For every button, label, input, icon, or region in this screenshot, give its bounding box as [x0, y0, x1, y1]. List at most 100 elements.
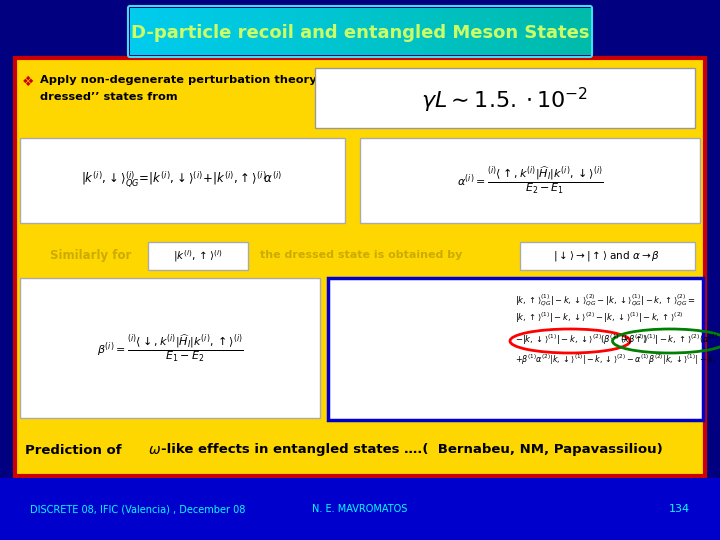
Bar [0, 478, 720, 540]
Bar [158, 8, 163, 55]
Bar [383, 8, 389, 55]
Bar [328, 278, 703, 420]
Bar [208, 8, 214, 55]
Bar [374, 8, 379, 55]
Text: $-|k,\downarrow\rangle^{(1)}|-k,\downarrow\rangle^{(2)}(\beta^{(1)}-\beta^{(2)}): $-|k,\downarrow\rangle^{(1)}|-k,\downarr… [515, 333, 648, 347]
Bar [470, 8, 476, 55]
Bar [520, 242, 695, 270]
Bar [341, 8, 347, 55]
Bar [576, 8, 582, 55]
Bar [397, 8, 402, 55]
Bar [240, 8, 246, 55]
Bar [369, 8, 375, 55]
Bar [526, 8, 531, 55]
Bar [402, 8, 407, 55]
Bar [213, 8, 218, 55]
Bar [562, 8, 568, 55]
Text: $|k,\uparrow\rangle^{(1)}|-k,\downarrow\rangle^{(2)} - |k,\downarrow\rangle^{(1): $|k,\uparrow\rangle^{(1)}|-k,\downarrow\… [515, 311, 684, 325]
Text: dressed’’ states from: dressed’’ states from [40, 92, 178, 102]
Bar [424, 8, 430, 55]
Text: $|k,\uparrow\rangle^{(1)}_{QG}|-k,\downarrow\rangle^{(2)}_{QG} - |k,\downarrow\r: $|k,\uparrow\rangle^{(1)}_{QG}|-k,\downa… [515, 292, 696, 308]
Bar [227, 8, 232, 55]
Bar [406, 8, 412, 55]
Bar [15, 58, 705, 476]
Bar [337, 8, 343, 55]
Bar [130, 8, 135, 55]
Bar [392, 8, 397, 55]
Bar [420, 8, 426, 55]
Text: N. E. MAVROMATOS: N. E. MAVROMATOS [312, 504, 408, 514]
Bar [217, 8, 223, 55]
Bar [360, 138, 700, 223]
Bar [489, 8, 495, 55]
Bar [167, 8, 172, 55]
Bar [447, 8, 453, 55]
Bar [498, 8, 503, 55]
Bar [185, 8, 191, 55]
Bar [181, 8, 186, 55]
Bar [222, 8, 228, 55]
Bar [360, 8, 366, 55]
Bar [567, 8, 572, 55]
Bar [148, 8, 154, 55]
Bar [323, 8, 329, 55]
Bar [282, 8, 287, 55]
Text: ❖: ❖ [22, 75, 35, 89]
Text: DISCRETE 08, IFIC (Valencia) , December 08: DISCRETE 08, IFIC (Valencia) , December … [30, 504, 246, 514]
Bar [558, 8, 563, 55]
Text: $\omega$: $\omega$ [148, 443, 161, 457]
Bar [204, 8, 210, 55]
Bar [466, 8, 472, 55]
Bar [443, 8, 449, 55]
Bar [139, 8, 145, 55]
Bar [310, 8, 315, 55]
Bar [507, 8, 513, 55]
Bar [438, 8, 444, 55]
Bar [264, 8, 269, 55]
Bar [553, 8, 559, 55]
Bar [462, 8, 467, 55]
Bar [480, 8, 485, 55]
Bar [415, 8, 420, 55]
Bar [535, 8, 541, 55]
Bar [356, 8, 361, 55]
Bar [516, 8, 522, 55]
Bar [287, 8, 292, 55]
Text: $|\downarrow\rangle\rightarrow|\uparrow\rangle$ and $\alpha\rightarrow\beta$: $|\downarrow\rangle\rightarrow|\uparrow\… [554, 249, 661, 263]
Bar [315, 68, 695, 128]
Bar [346, 8, 352, 55]
Text: -like effects in entangled states ….(  Bernabeu, NM, Papavassiliou): -like effects in entangled states ….( Be… [161, 443, 662, 456]
Bar [236, 8, 241, 55]
Bar [162, 8, 168, 55]
Text: $(k,\uparrow)^{(1)}|-k,\uparrow\rangle^{(2)}(\alpha^{(2)}-\alpha^{(1)})$: $(k,\uparrow)^{(1)}|-k,\uparrow\rangle^{… [620, 333, 720, 347]
Bar [503, 8, 508, 55]
Text: Prediction of: Prediction of [25, 443, 126, 456]
Bar [296, 8, 301, 55]
Bar [250, 8, 255, 55]
Text: $|k^{(i)},\uparrow\rangle^{(i)}$: $|k^{(i)},\uparrow\rangle^{(i)}$ [174, 248, 222, 264]
Text: D-particle recoil and entangled Meson States: D-particle recoil and entangled Meson St… [131, 24, 589, 42]
Text: 134: 134 [669, 504, 690, 514]
Text: the dressed state is obtained by: the dressed state is obtained by [260, 250, 462, 260]
Text: $\alpha^{(i)} = \dfrac{{}^{(i)}\langle\uparrow,k^{(i)}|\widehat{H}_I|k^{(i)},\do: $\alpha^{(i)} = \dfrac{{}^{(i)}\langle\u… [456, 164, 603, 196]
Bar [333, 8, 338, 55]
Bar [351, 8, 356, 55]
Bar [176, 8, 181, 55]
Bar [521, 8, 526, 55]
Bar [245, 8, 251, 55]
Text: Apply non-degenerate perturbation theory to construct “gravitaionally: Apply non-degenerate perturbation theory… [40, 75, 500, 85]
Bar [144, 8, 150, 55]
Bar [20, 278, 320, 418]
Bar [328, 8, 333, 55]
Bar [456, 8, 462, 55]
Bar [319, 8, 324, 55]
Bar [544, 8, 549, 55]
Bar [433, 8, 439, 55]
Bar [512, 8, 518, 55]
Bar [291, 8, 297, 55]
Text: $\beta^{(i)} = \dfrac{{}^{(i)}\langle\downarrow,k^{(i)}|\widehat{H}_I|k^{(i)},\u: $\beta^{(i)} = \dfrac{{}^{(i)}\langle\do… [96, 332, 243, 364]
Bar [530, 8, 536, 55]
Bar [475, 8, 481, 55]
Bar [268, 8, 274, 55]
Bar [314, 8, 320, 55]
